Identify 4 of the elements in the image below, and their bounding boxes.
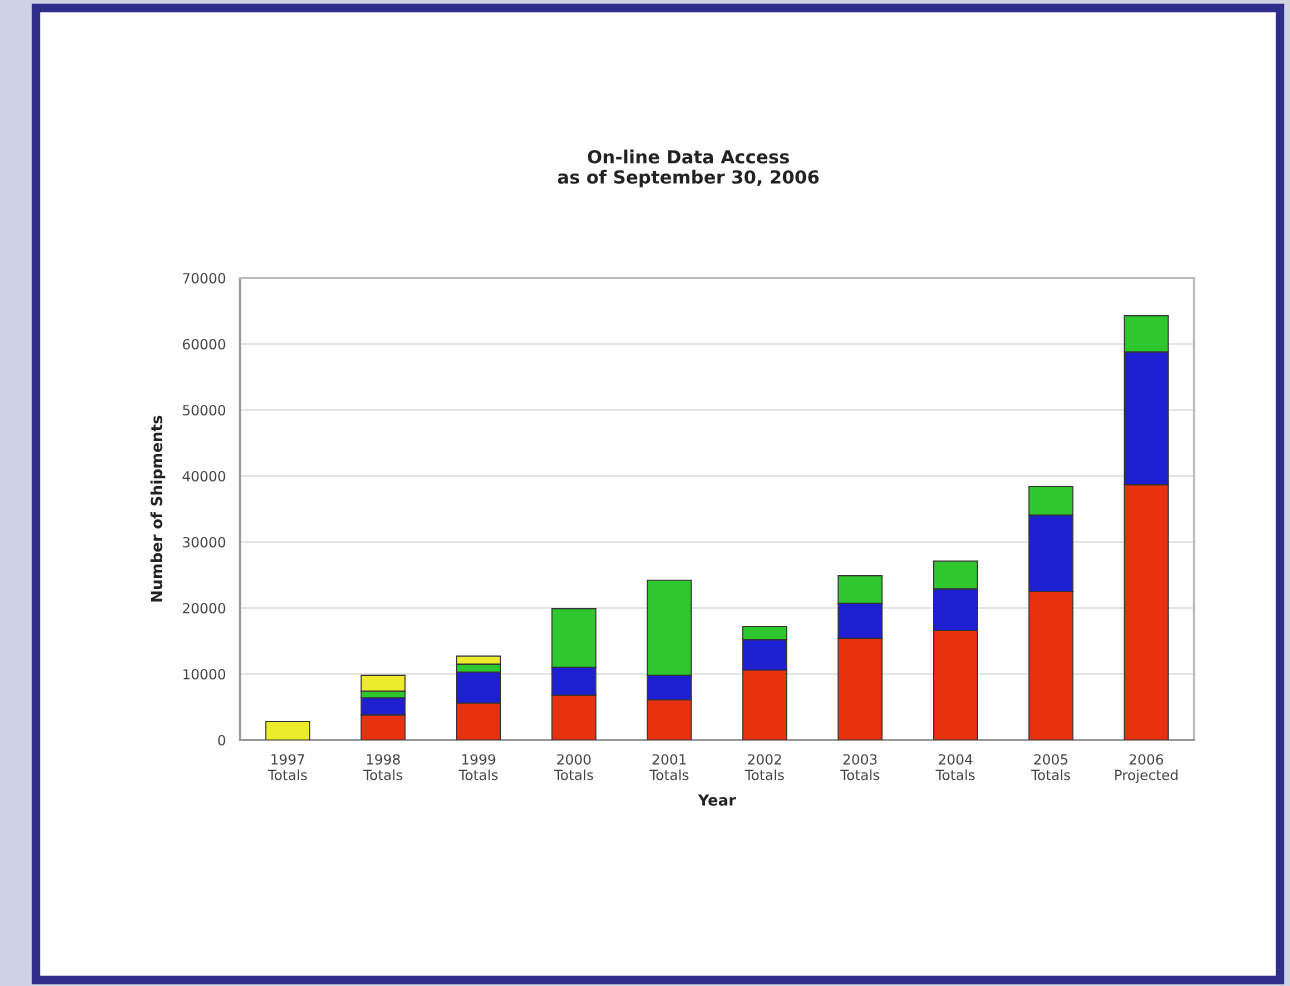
bar	[360, 674, 406, 692]
bar	[265, 720, 311, 740]
chart-title: On-line Data Access as of September 30, 2006	[557, 149, 819, 188]
bar	[456, 655, 501, 665]
